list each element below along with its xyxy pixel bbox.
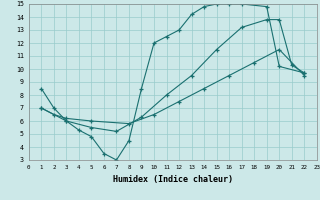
X-axis label: Humidex (Indice chaleur): Humidex (Indice chaleur) xyxy=(113,175,233,184)
